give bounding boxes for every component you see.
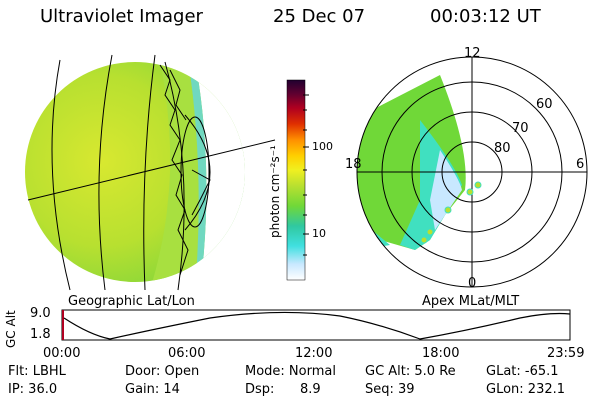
x-tick-0000: 00:00: [43, 346, 80, 361]
x-tick-0600: 06:00: [168, 346, 205, 361]
gc-alt-info: GC Alt: 5.0 Re: [365, 364, 456, 379]
polar-plot: [345, 57, 587, 287]
mlt-label-12: 12: [464, 46, 481, 61]
x-tick-1800: 18:00: [422, 346, 459, 361]
dsp-label: Dsp:: [245, 382, 274, 397]
mlt-label-6: 6: [576, 157, 584, 172]
glon-info: GLon: 232.1: [486, 382, 565, 397]
dsp-value: 8.9: [300, 382, 321, 397]
image-date: 25 Dec 07: [273, 6, 365, 27]
ip-info: IP: 36.0: [8, 382, 57, 397]
gain-info: Gain: 14: [125, 382, 180, 397]
altitude-plot: [62, 310, 570, 340]
filter-info: Flt: LBHL: [8, 364, 66, 379]
x-tick-2359: 23:59: [547, 346, 584, 361]
colorbar: [287, 80, 309, 280]
seq-info: Seq: 39: [365, 382, 415, 397]
alt-tick-max: 9.0: [30, 306, 51, 321]
colorbar-tick-10: 10: [312, 227, 326, 240]
door-info: Door: Open: [125, 364, 199, 379]
colorbar-unit-label: photon cm⁻²s⁻¹: [268, 145, 282, 238]
mlt-label-18: 18: [345, 157, 362, 172]
geographic-globe: [25, 55, 275, 290]
instrument-title: Ultraviolet Imager: [40, 6, 203, 27]
mlt-label-0: 0: [468, 276, 476, 291]
lat-label-80: 80: [494, 141, 511, 156]
mode-info: Mode: Normal: [245, 364, 336, 379]
colorbar-tick-100: 100: [312, 140, 333, 153]
lat-label-60: 60: [536, 97, 553, 112]
image-time: 00:03:12 UT: [430, 6, 541, 27]
lat-label-70: 70: [512, 121, 529, 136]
geographic-caption: Geographic Lat/Lon: [68, 294, 195, 309]
polar-caption: Apex MLat/MLT: [422, 294, 519, 309]
glat-info: GLat: -65.1: [486, 364, 559, 379]
alt-axis-label: GC Alt: [4, 310, 18, 348]
alt-tick-min: 1.8: [30, 327, 51, 342]
x-tick-1200: 12:00: [295, 346, 332, 361]
